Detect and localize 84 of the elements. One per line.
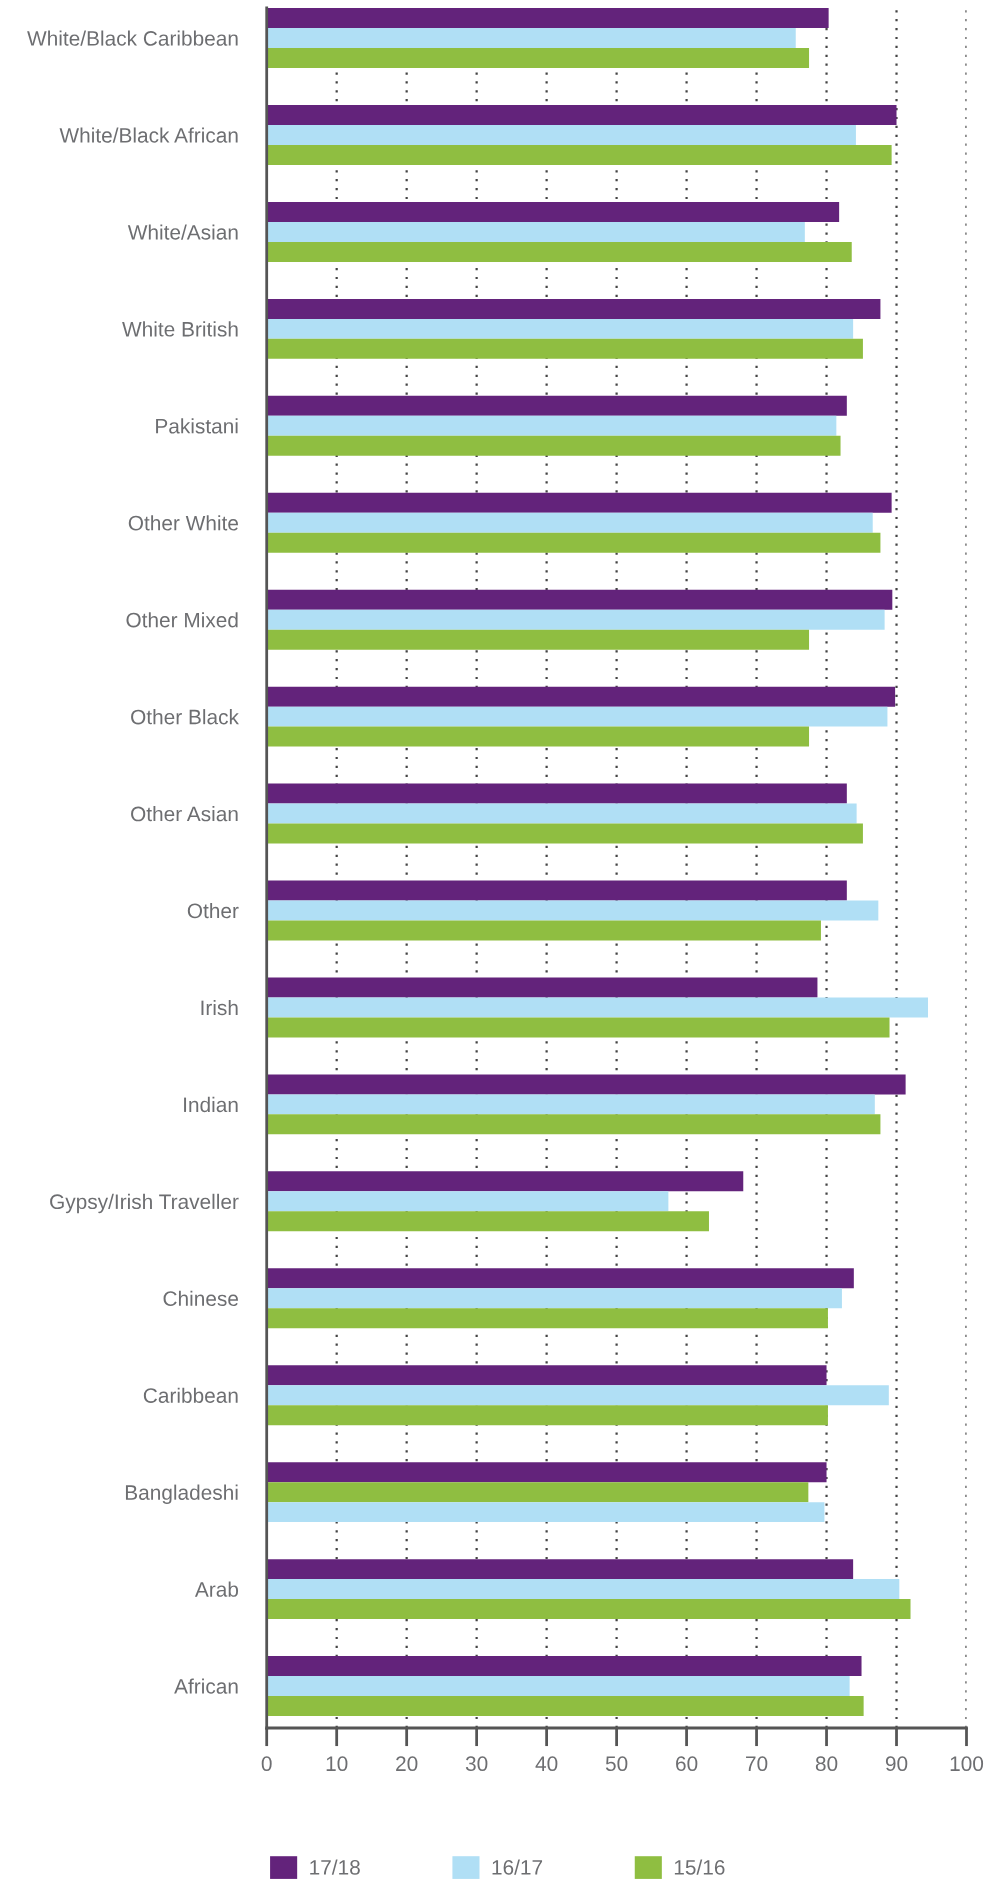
y-tick-label: Irish <box>201 999 238 1016</box>
y-tick-label: Other Mixed <box>126 612 238 628</box>
x-tick-label: 30 <box>465 1756 488 1772</box>
bar <box>266 997 929 1018</box>
bar <box>266 920 821 941</box>
x-tick-label: 80 <box>815 1756 838 1772</box>
bar <box>266 589 893 610</box>
bar <box>266 201 840 222</box>
x-tick-label: 10 <box>326 1756 348 1772</box>
bar <box>266 1462 827 1483</box>
bar <box>266 1191 669 1212</box>
legend-label: 17/18 <box>310 1859 360 1875</box>
y-tick-label: Gypsy/Irish Traveller <box>50 1193 239 1214</box>
bar <box>266 435 841 456</box>
bar <box>266 1114 881 1135</box>
bar <box>266 900 879 921</box>
bar <box>266 783 847 804</box>
y-tick-label: White/Black African <box>59 127 238 143</box>
bar <box>266 1074 906 1095</box>
bar <box>266 105 897 126</box>
y-tick-label: White/Black Caribbean <box>27 30 238 46</box>
x-tick-label: 50 <box>605 1756 628 1772</box>
bar <box>266 318 854 339</box>
bar <box>266 1094 875 1115</box>
bar <box>266 1405 828 1426</box>
bar <box>266 1288 842 1309</box>
bar <box>266 1308 828 1329</box>
bar <box>266 1559 854 1580</box>
bar <box>266 977 818 998</box>
bar <box>266 8 829 29</box>
bar <box>266 803 857 824</box>
bar <box>266 1017 890 1038</box>
bar <box>266 1656 862 1677</box>
x-tick-label: 90 <box>885 1756 908 1772</box>
x-tick-label: 40 <box>535 1756 558 1772</box>
bar <box>266 221 805 242</box>
bar <box>266 1599 911 1620</box>
bar <box>266 298 881 319</box>
bar <box>266 629 810 650</box>
y-tick-label: Indian <box>184 1096 238 1113</box>
bar <box>266 241 852 262</box>
bar <box>266 1365 827 1386</box>
legend-label: 15/16 <box>674 1859 725 1875</box>
y-tick-label: Other <box>187 902 239 919</box>
legend-label: 16/17 <box>492 1859 543 1875</box>
y-tick-label: Caribbean <box>143 1387 238 1403</box>
x-tick-label: 20 <box>396 1756 418 1772</box>
bar <box>266 492 892 513</box>
bar <box>266 609 885 630</box>
y-tick-label: Bangladeshi <box>125 1484 238 1505</box>
bar <box>266 395 847 416</box>
x-tick-label: 60 <box>676 1756 698 1772</box>
bar <box>266 415 837 436</box>
y-tick-label: Chinese <box>163 1290 238 1307</box>
bar <box>266 726 810 747</box>
x-tick-label: 100 <box>950 1756 984 1772</box>
y-tick-label: Arab <box>194 1581 239 1597</box>
bar <box>266 706 888 727</box>
bar <box>266 144 892 165</box>
bar <box>266 1385 889 1406</box>
bar <box>266 823 863 844</box>
bar <box>266 125 856 145</box>
y-tick-label: Other White <box>128 515 238 531</box>
bar <box>266 48 810 69</box>
y-tick-label: White/Asian <box>127 224 238 240</box>
y-tick-label: African <box>174 1678 238 1694</box>
y-tick-label: Other Asian <box>131 806 238 822</box>
bar <box>266 28 796 49</box>
y-tick-label: Other Black <box>131 709 239 725</box>
bar <box>266 1676 850 1697</box>
x-tick-label: 0 <box>261 1756 272 1772</box>
y-tick-label: White British <box>122 321 238 337</box>
bar <box>266 1171 744 1192</box>
bar <box>266 338 863 359</box>
bar <box>266 512 873 533</box>
bar <box>266 1211 709 1232</box>
y-tick-label: Pakistani <box>156 418 238 434</box>
bar <box>266 880 847 901</box>
bar <box>266 1268 854 1289</box>
bar <box>266 1696 864 1716</box>
bar <box>266 532 881 553</box>
x-tick-label: 70 <box>746 1756 768 1772</box>
bar <box>266 686 896 707</box>
bar <box>266 1579 900 1600</box>
